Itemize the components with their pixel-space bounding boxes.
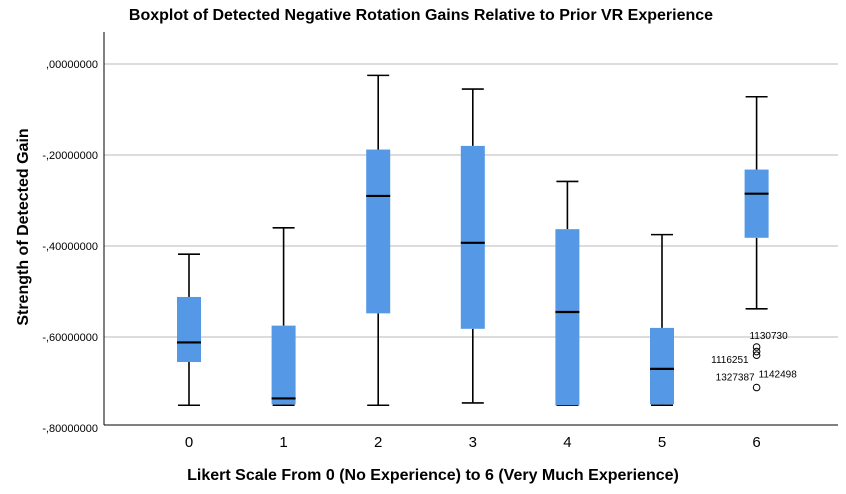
y-tick-label: ,00000000	[46, 59, 98, 71]
y-tick-label: -,40000000	[42, 241, 98, 253]
y-tick-label: -,60000000	[42, 332, 98, 344]
outlier-point	[752, 383, 761, 392]
chart-title: Boxplot of Detected Negative Rotation Ga…	[129, 7, 713, 24]
x-tick-label: 4	[563, 434, 571, 451]
outlier-label: 1142498	[759, 370, 798, 381]
x-tick-labels: 0 1 2 3 4 5 6	[185, 434, 761, 451]
iqr-box	[460, 145, 485, 329]
boxes	[177, 74, 769, 407]
outliers: 1130730 1116251 1142498 1327387	[711, 331, 798, 392]
iqr-box	[555, 229, 580, 406]
x-tick-label: 2	[374, 434, 382, 451]
outlier-point	[752, 351, 761, 360]
box-6	[744, 95, 769, 310]
outlier-point	[752, 347, 761, 356]
x-tick-label: 1	[279, 434, 287, 451]
x-axis-label: Likert Scale From 0 (No Experience) to 6…	[187, 467, 679, 484]
axes	[103, 32, 838, 426]
x-tick-label: 6	[752, 434, 760, 451]
y-tick-labels: ,00000000 -,20000000 -,40000000 -,60000000 -…	[42, 59, 98, 435]
iqr-box	[744, 169, 769, 238]
iqr-box	[177, 296, 201, 363]
box-4	[555, 180, 580, 407]
box-1	[271, 227, 296, 407]
box-2	[366, 74, 391, 407]
y-tick-label: -,80000000	[42, 423, 98, 435]
outlier-label: 1130730	[749, 331, 788, 342]
x-tick-label: 5	[658, 434, 666, 451]
outlier-label: 1116251	[711, 355, 749, 366]
y-axis-label: Strength of Detected Gain	[15, 128, 32, 325]
iqr-box	[366, 149, 391, 314]
x-tick-label: 3	[469, 434, 477, 451]
box-3	[460, 88, 485, 404]
outlier-point	[752, 343, 761, 351]
box-0	[177, 253, 201, 407]
iqr-box	[650, 327, 674, 405]
iqr-box	[271, 325, 296, 405]
box-5	[650, 233, 674, 407]
x-tick-label: 0	[185, 434, 193, 451]
outlier-label: 1327387	[716, 373, 755, 384]
y-tick-label: -,20000000	[42, 150, 98, 162]
